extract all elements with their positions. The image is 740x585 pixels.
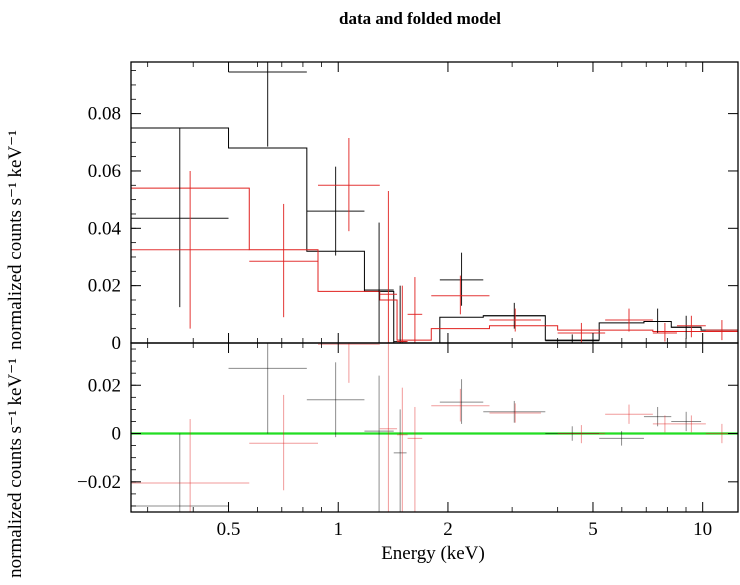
x-tick-label-2: 2 — [443, 519, 453, 540]
top-black-model — [131, 127, 738, 344]
bottom-ytick-label-2: 0.02 — [88, 375, 121, 396]
top-panel-ticks: 0 0.02 0.04 0.06 0.08 — [88, 62, 738, 354]
top-ytick-label-0: 0 — [112, 333, 122, 354]
bottom-panel-frame — [130, 342, 739, 513]
x-axis-tick-labels: 0.5 1 2 5 10 — [217, 519, 713, 540]
top-ytick-label-3: 0.06 — [88, 161, 121, 182]
bottom-ytick-label-1: 0 — [112, 424, 122, 445]
top-panel: 0 0.02 0.04 0.06 0.08 normalized counts s⁻¹ … — [5, 61, 739, 354]
bottom-ytick-label-0: −0.02 — [77, 472, 121, 493]
x-tick-label-3: 5 — [588, 519, 598, 540]
x-tick-label-0: 0.5 — [217, 519, 241, 540]
top-panel-ylabel: normalized counts s⁻¹ keV⁻¹ — [5, 130, 26, 350]
top-red-model — [131, 187, 738, 341]
top-panel-marks — [131, 62, 738, 344]
top-ytick-label-2: 0.04 — [88, 218, 122, 239]
x-tick-label-1: 1 — [333, 519, 343, 540]
bottom-panel-marks — [131, 343, 738, 512]
top-ytick-label-4: 0.08 — [88, 104, 121, 125]
top-ytick-label-1: 0.02 — [88, 276, 121, 297]
chart-title: data and folded model — [339, 9, 501, 28]
top-panel-frame — [130, 61, 739, 344]
bottom-panel-ylabel: normalized counts s⁻¹ keV⁻¹ — [5, 358, 26, 578]
bottom-panel: −0.02 0 0.02 normalized counts s⁻¹ keV⁻¹ — [5, 342, 739, 578]
x-axis-label: Energy (keV) — [381, 543, 485, 564]
x-tick-label-4: 10 — [693, 519, 712, 540]
bottom-panel-ticks: −0.02 0 0.02 — [77, 343, 738, 512]
